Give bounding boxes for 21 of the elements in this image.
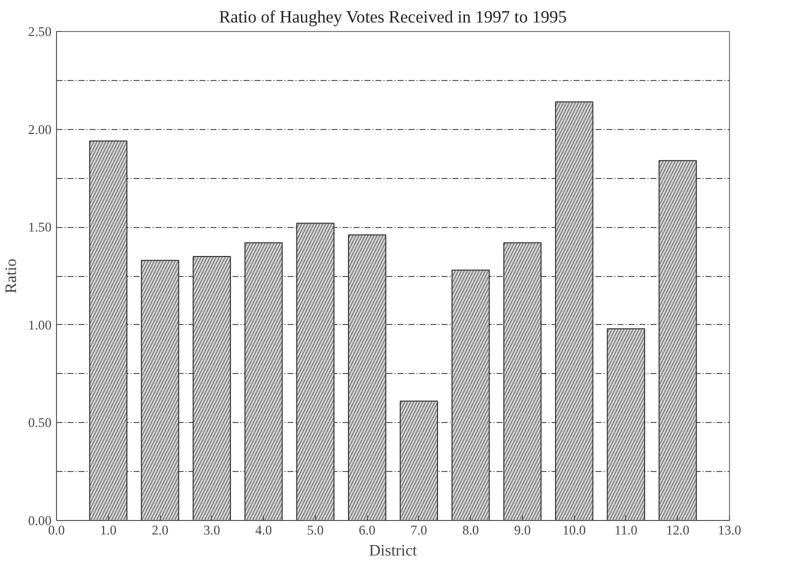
x-tick-label: 8.0: [462, 522, 480, 538]
y-tick-label: 2.00: [28, 122, 52, 137]
x-tick-label: 5.0: [307, 522, 324, 538]
x-tick-label: 6.0: [358, 522, 376, 538]
x-tick-label: 4.0: [255, 522, 272, 538]
x-tick-label: 9.0: [514, 522, 532, 538]
chart-title: Ratio of Haughey Votes Received in 1997 to 1995: [218, 8, 567, 26]
y-axis-title: Ratio: [3, 258, 20, 294]
x-tick-label: 1.0: [100, 522, 117, 538]
y-tick-label: 0.50: [28, 415, 52, 430]
y-tick-label: 1.00: [28, 317, 52, 332]
x-axis-title: District: [369, 542, 418, 560]
y-tick-label: 2.50: [28, 24, 52, 39]
x-tick-label: 11.0: [614, 522, 638, 538]
x-tick-label: 13.0: [718, 522, 742, 538]
x-tick-label: 3.0: [203, 522, 220, 538]
y-tick-label: 1.50: [28, 220, 52, 235]
x-tick-label: 7.0: [410, 522, 428, 538]
x-tick-label: 10.0: [562, 522, 586, 538]
x-tick-label: 12.0: [666, 522, 690, 538]
x-tick-label: 2.0: [152, 522, 169, 538]
